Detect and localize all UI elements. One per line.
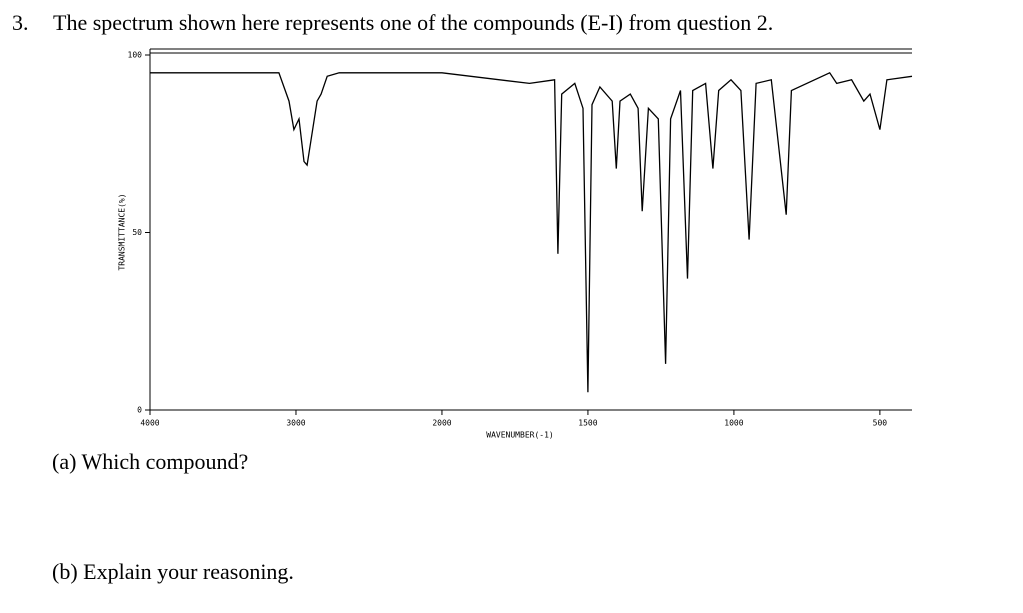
spectrum-line bbox=[150, 71, 913, 393]
x-tick-label: 4000 bbox=[140, 419, 159, 428]
x-axis-label: WAVENUMBER(-1) bbox=[486, 431, 553, 440]
question-part: (b) Explain your reasoning. bbox=[52, 559, 294, 584]
question-text: The spectrum shown here represents one o… bbox=[53, 10, 774, 35]
y-tick-label: 100 bbox=[128, 51, 143, 60]
x-tick-label: 1000 bbox=[724, 419, 743, 428]
y-tick-label: 50 bbox=[132, 228, 142, 237]
x-tick-label: 2000 bbox=[432, 419, 451, 428]
y-tick-label: 0 bbox=[137, 406, 142, 415]
question-number: 3. bbox=[12, 10, 29, 35]
x-tick-label: 3000 bbox=[286, 419, 305, 428]
x-tick-label: 1500 bbox=[578, 419, 597, 428]
y-axis-label: TRANSMITTANCE(%) bbox=[118, 193, 127, 270]
x-tick-label: 500 bbox=[873, 419, 888, 428]
question-part: (a) Which compound? bbox=[52, 449, 249, 474]
